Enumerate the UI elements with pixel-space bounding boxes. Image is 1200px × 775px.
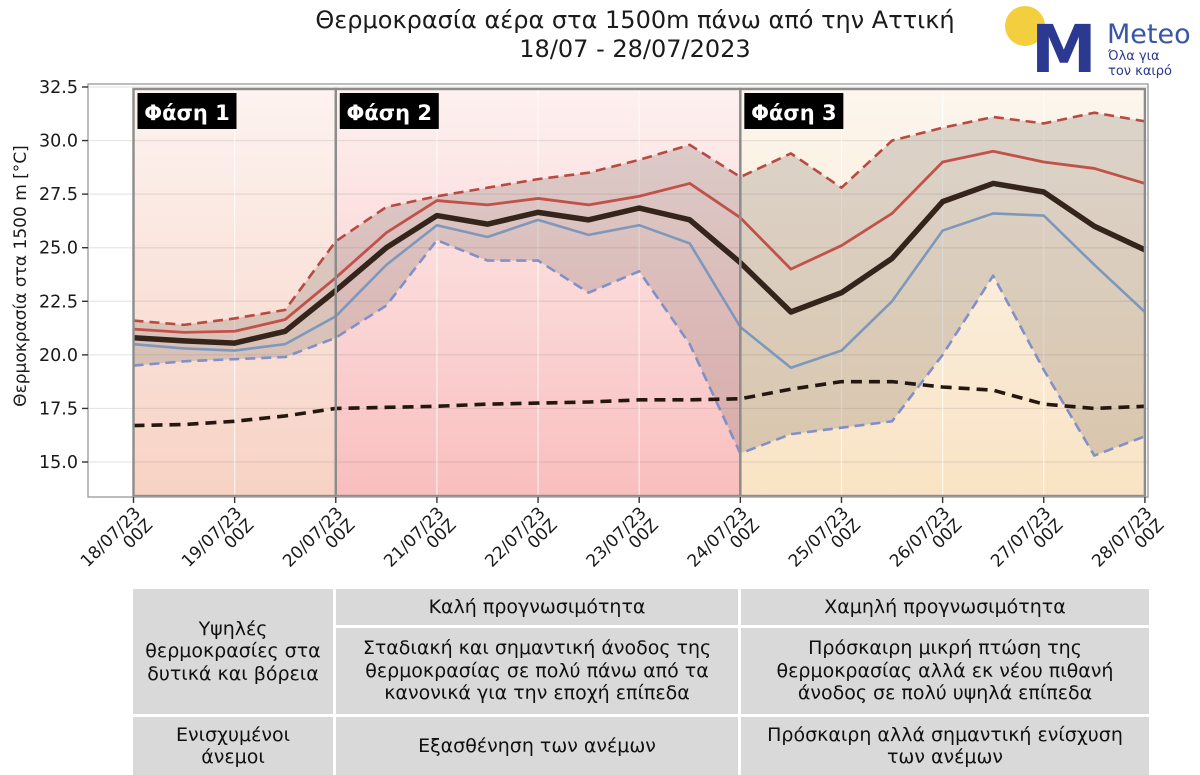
temperature-meteogram-chart: Φάση 1 Φάση 2 Φάση 3 15.0 17.5 20.0 22.5 25.0 27…: [11, 78, 1168, 583]
table-cell-phase3-predictability: Χαμηλή προγνωσιμότητα: [741, 589, 1149, 625]
series-lower-blue-solid: [133, 212, 1146, 370]
y-tick-label: 30.0: [39, 132, 78, 152]
phase-border-3: [739, 87, 1147, 498]
y-tick-label: 27.5: [39, 185, 78, 205]
table-cell-phase2-description: Σταδιακή και σημαντική άνοδος της θερμοκ…: [336, 628, 738, 714]
x-tick-label: 28/07/2300Z: [1088, 503, 1168, 583]
x-tick-label: 23/07/2300Z: [583, 503, 663, 583]
y-axis-label: Θερμοκρασία στα 1500 m [°C]: [11, 145, 31, 407]
series-ensemble-min-dashed-blue: [133, 238, 1146, 457]
ensemble-envelope: [133, 112, 1145, 456]
phase-label-1: Φάση 1: [144, 101, 230, 125]
phase-summary-table: Υψηλές θερμοκρασίες στα δυτικά και βόρει…: [133, 589, 1149, 775]
table-cell-phase2-wind: Εξασθένηση των ανέμων: [336, 717, 738, 775]
x-tick-label: 19/07/2300Z: [178, 503, 258, 583]
series-upper-red-solid: [133, 149, 1146, 334]
table-cell-phase2-predictability: Καλή προγνωσιμότητα: [336, 589, 738, 625]
y-tick-label: 17.5: [39, 399, 78, 419]
table-cell-phase3-wind: Πρόσκαιρη αλλά σημαντική ενίσχυση των αν…: [741, 717, 1149, 775]
x-tick-label: 26/07/2300Z: [886, 503, 966, 583]
series-mean-black-thick: [133, 180, 1147, 346]
x-tick-label: 20/07/2300Z: [279, 503, 359, 583]
x-tick-label: 18/07/2300Z: [77, 503, 157, 583]
x-tick-label: 27/07/2300Z: [987, 503, 1067, 583]
series-climatology-black-dashed: [133, 379, 1145, 428]
y-tick-label: 32.5: [39, 78, 78, 98]
table-cell-phase1-summary: Υψηλές θερμοκρασίες στα δυτικά και βόρει…: [133, 589, 333, 714]
meteo-m-icon: M: [1031, 11, 1097, 80]
logo-brand-text: Meteo: [1107, 19, 1191, 50]
y-tick-label: 25.0: [39, 239, 78, 259]
y-tick-label: 22.5: [39, 292, 78, 312]
sun-icon: [1005, 6, 1045, 46]
y-tick-label: 15.0: [39, 453, 78, 473]
x-tick-label: 25/07/2300Z: [785, 503, 865, 583]
table-cell-phase1-wind: Ενισχυμένοι άνεμοι: [133, 717, 333, 775]
chart-title-line1: Θερμοκρασία αέρα στα 1500m πάνω από την …: [315, 6, 955, 34]
logo-tagline-line2: τον καιρό: [1108, 64, 1172, 79]
phase-label-box-3: [744, 93, 844, 129]
table-cell-phase3-description: Πρόσκαιρη μικρή πτώση της θερμοκρασίας α…: [741, 628, 1149, 714]
y-tick-label: 20.0: [39, 346, 78, 366]
phase-label-box-1: [137, 93, 237, 129]
chart-title-line2: 18/07 - 28/07/2023: [519, 35, 751, 64]
phase-label-3: Φάση 3: [751, 101, 837, 125]
x-tick-label: 22/07/2300Z: [481, 503, 561, 583]
plot-frame: [87, 83, 1149, 498]
series-ensemble-max-dashed-red: [133, 111, 1146, 327]
phase-label-2: Φάση 2: [347, 101, 433, 125]
meteo-logo: M Meteo Όλα για τον καιρό: [1005, 6, 1191, 80]
x-tick-label: 21/07/2300Z: [380, 503, 460, 583]
x-tick-label: 24/07/2300Z: [684, 503, 764, 583]
page-title: Θερμοκρασία αέρα στα 1500m πάνω από την …: [0, 6, 1200, 65]
logo-tagline-line1: Όλα για: [1107, 49, 1160, 64]
phase-label-box-2: [339, 93, 439, 129]
